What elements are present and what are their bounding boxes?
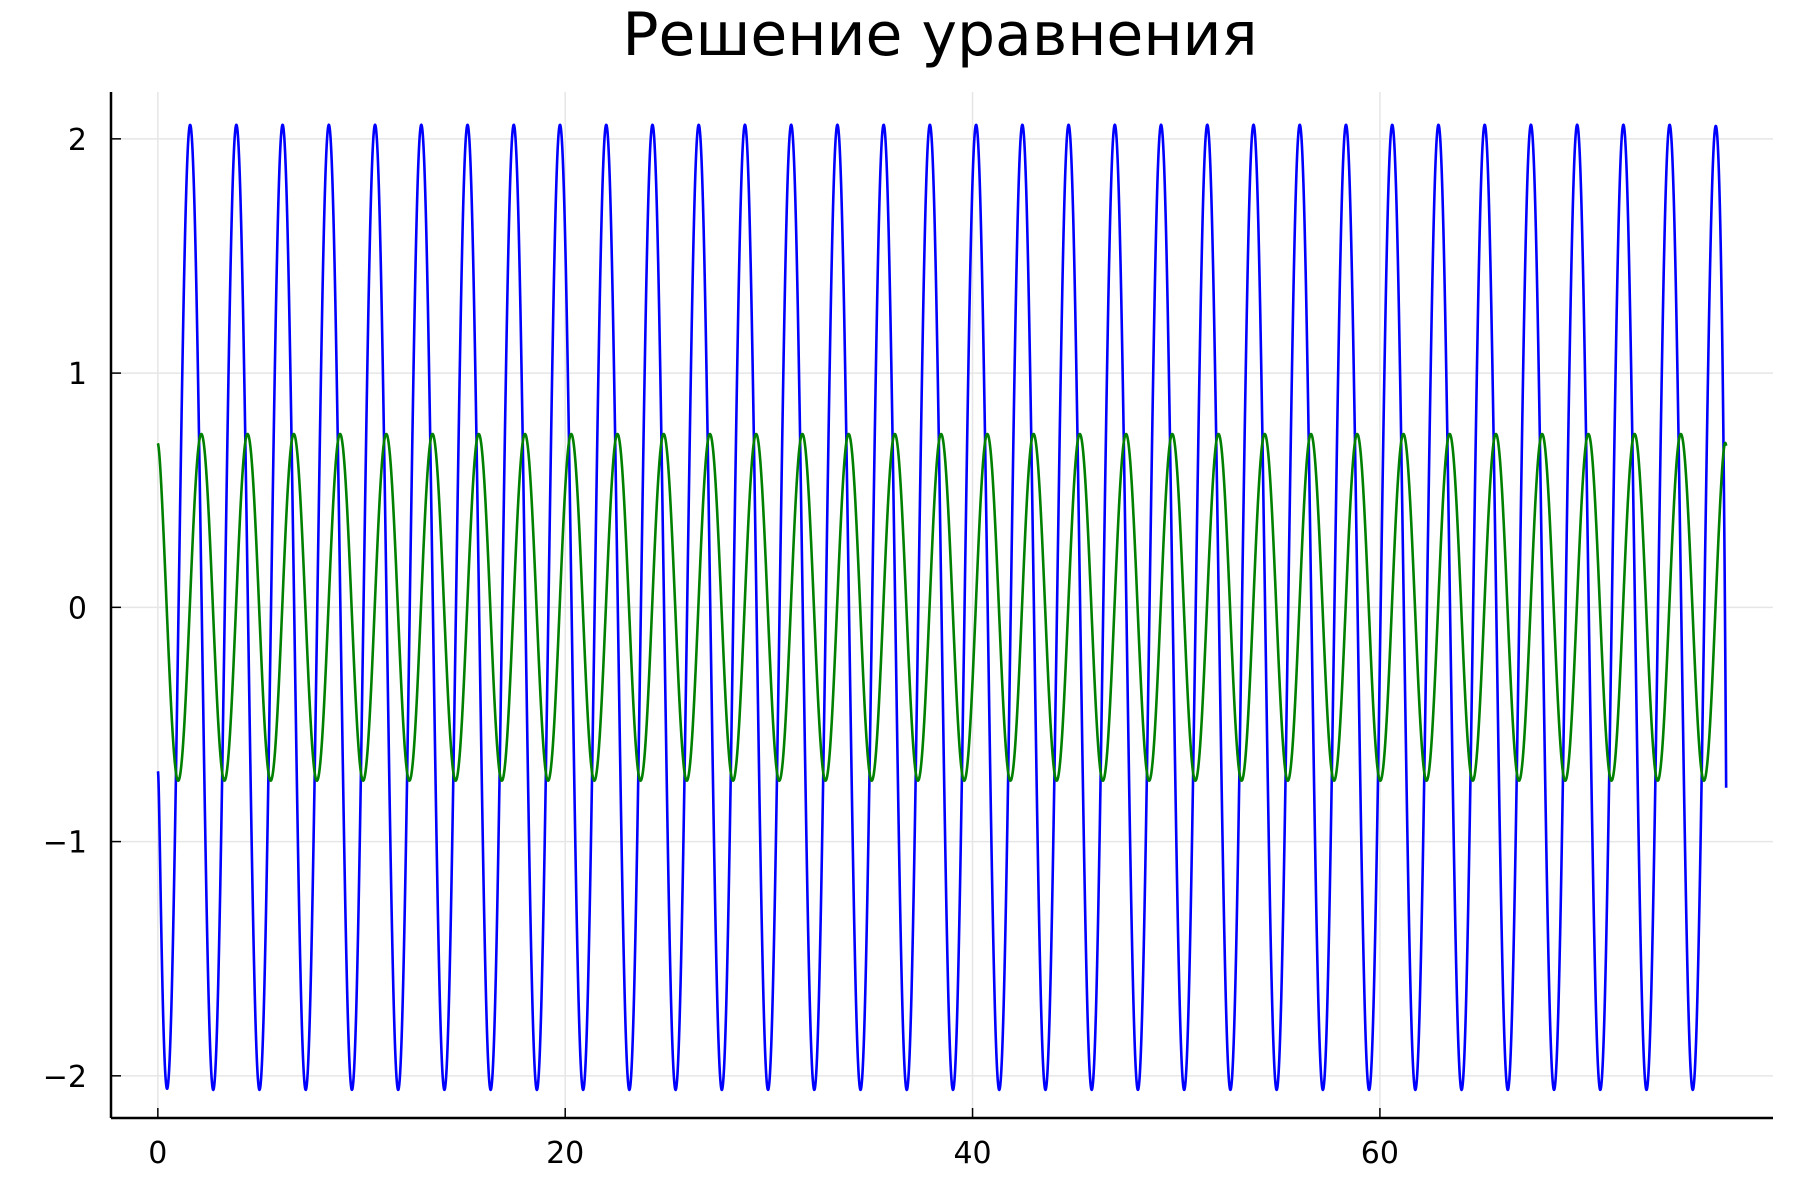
y-tick-label: −2 <box>43 1060 87 1095</box>
chart-title: Решение уравнения <box>622 0 1257 70</box>
series-line-2 <box>156 432 1728 782</box>
series-line-1 <box>156 123 1728 1092</box>
y-tick-label: 2 <box>68 123 87 158</box>
y-tick-label: 1 <box>68 357 87 392</box>
series-layer <box>156 123 1728 1092</box>
x-tick-label: 0 <box>148 1136 167 1171</box>
axes: 0 20 40 60 −2 −1 0 1 2 <box>43 92 1773 1171</box>
x-tick-label: 60 <box>1361 1136 1399 1171</box>
y-tick-label: 0 <box>68 591 87 626</box>
y-tick-label: −1 <box>43 826 87 861</box>
x-tick-label: 20 <box>546 1136 584 1171</box>
x-tick-label: 40 <box>953 1136 991 1171</box>
